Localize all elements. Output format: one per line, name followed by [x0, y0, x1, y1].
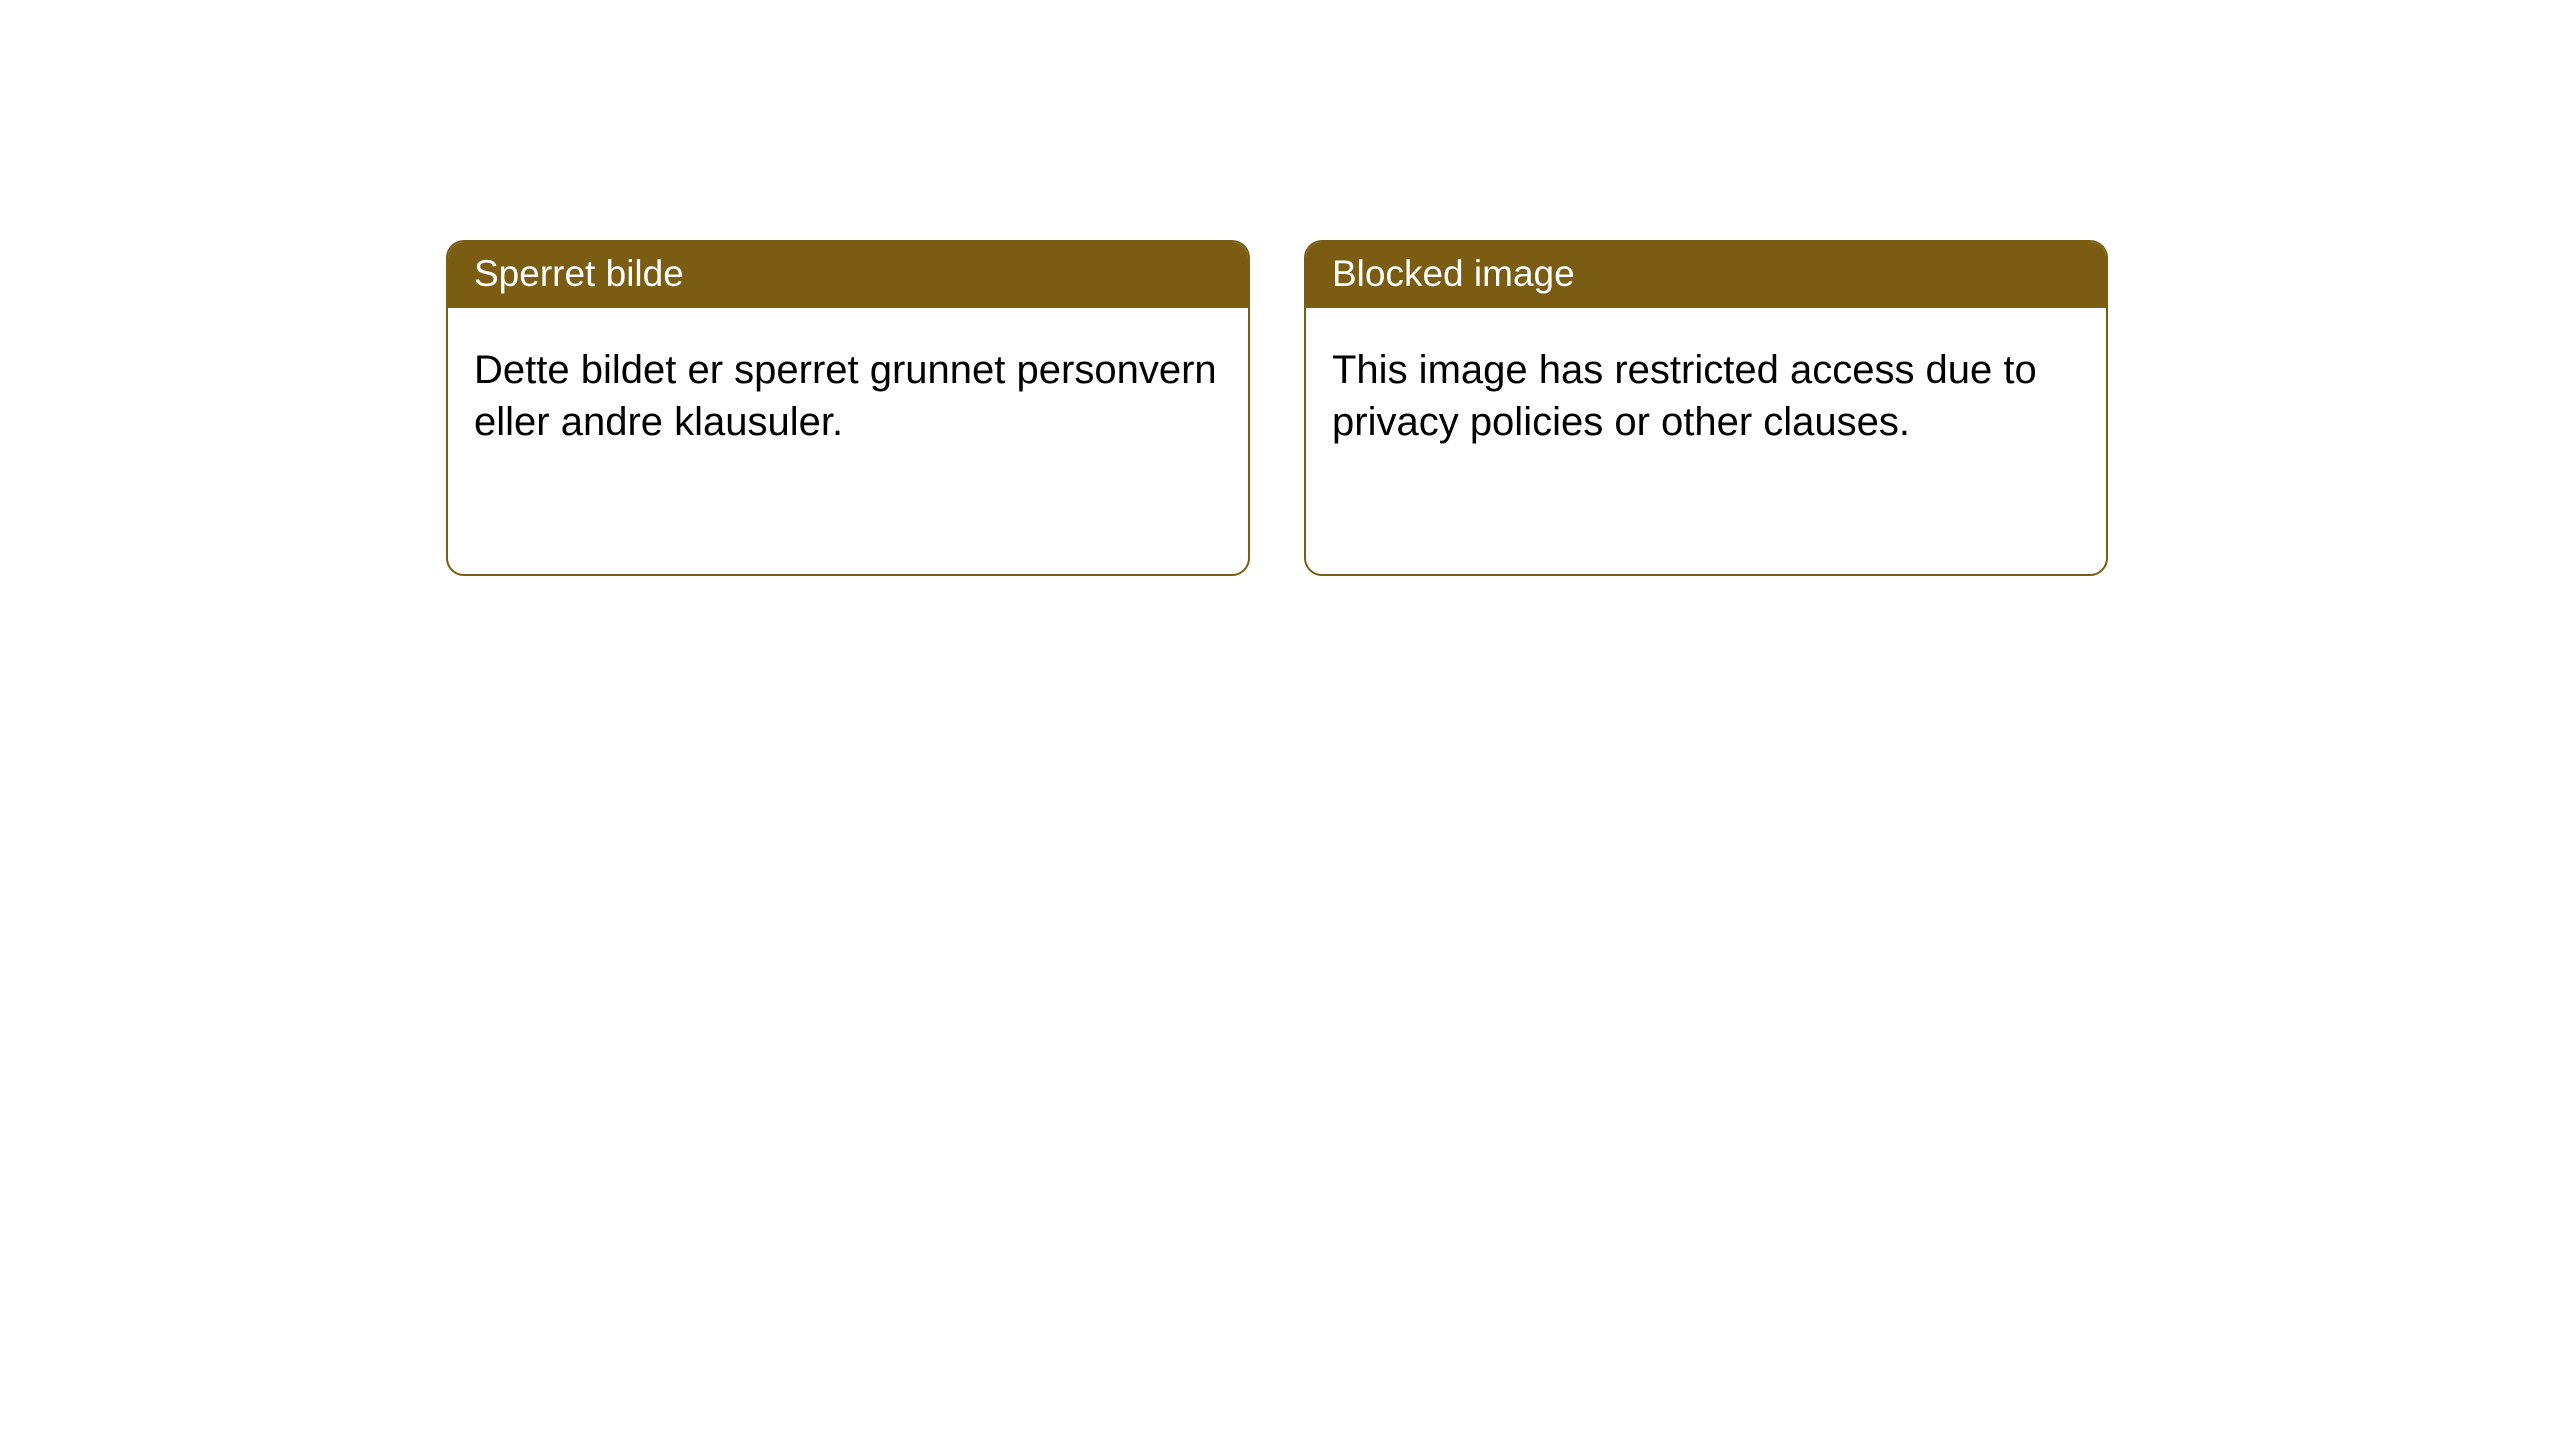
card-title-no: Sperret bilde [474, 253, 684, 294]
card-message-no: Dette bildet er sperret grunnet personve… [474, 348, 1217, 444]
card-header-no: Sperret bilde [448, 242, 1248, 308]
card-body-no: Dette bildet er sperret grunnet personve… [448, 308, 1248, 474]
card-title-en: Blocked image [1332, 253, 1575, 294]
card-message-en: This image has restricted access due to … [1332, 348, 2037, 444]
blocked-image-card-no: Sperret bilde Dette bildet er sperret gr… [446, 240, 1250, 576]
notice-container: Sperret bilde Dette bildet er sperret gr… [0, 0, 2560, 576]
card-header-en: Blocked image [1306, 242, 2106, 308]
card-body-en: This image has restricted access due to … [1306, 308, 2106, 474]
blocked-image-card-en: Blocked image This image has restricted … [1304, 240, 2108, 576]
